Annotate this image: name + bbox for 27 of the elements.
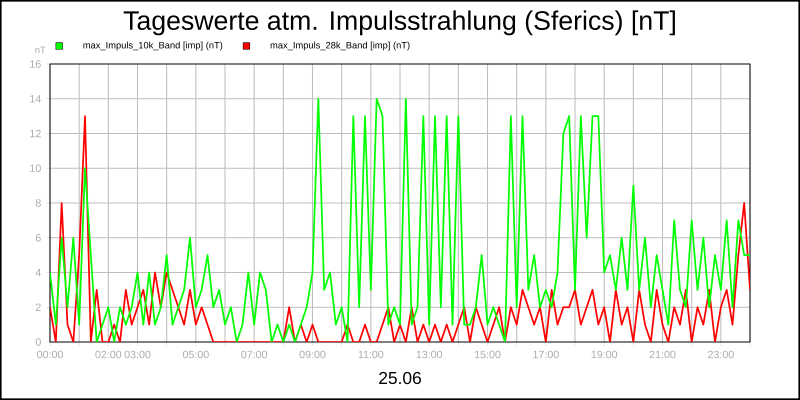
y-tick-label: 8 [36,199,41,207]
y-tick-label: 12 [30,130,41,138]
chart-title: Tageswerte atm. Impulsstrahlung (Sferics) [nT] [124,10,675,36]
x-tick-label: 19:00 [592,350,618,358]
x-axis-title: 25.06 [379,372,421,384]
x-tick-label: 11:00 [358,350,384,358]
y-tick-label: 2 [36,304,41,311]
x-tick-label: 09:00 [300,350,326,358]
legend-label: max_Impuls_28k_Band [imp] (nT) [270,42,410,50]
y-tick-label: 16 [30,60,41,68]
y-tick-label: 6 [36,234,41,242]
y-tick-label: 0 [36,338,41,346]
x-tick-label: 02:00 [95,350,122,358]
y-tick-label: 14 [30,95,41,102]
x-tick-label: 05:00 [182,350,209,358]
x-tick-label: 17:00 [533,350,559,358]
x-tick-label: 07:00 [241,350,268,358]
y-tick-label: 4 [36,268,41,276]
x-tick-label: 23:00 [708,350,734,358]
x-tick-label: 15:00 [474,350,500,358]
y-tick-label: 10 [30,164,41,172]
x-tick-label: 21:00 [650,350,676,358]
x-tick-label: 00:00 [37,350,63,358]
x-tick-label: 13:00 [416,350,442,358]
x-tick-label: 03:00 [124,350,150,358]
legend-label: max_Impuls_10k_Band [imp] (nT) [83,42,222,50]
y-axis-title: nT [35,46,46,54]
